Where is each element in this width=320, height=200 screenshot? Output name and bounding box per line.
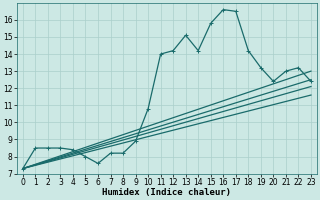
X-axis label: Humidex (Indice chaleur): Humidex (Indice chaleur) — [102, 188, 231, 197]
